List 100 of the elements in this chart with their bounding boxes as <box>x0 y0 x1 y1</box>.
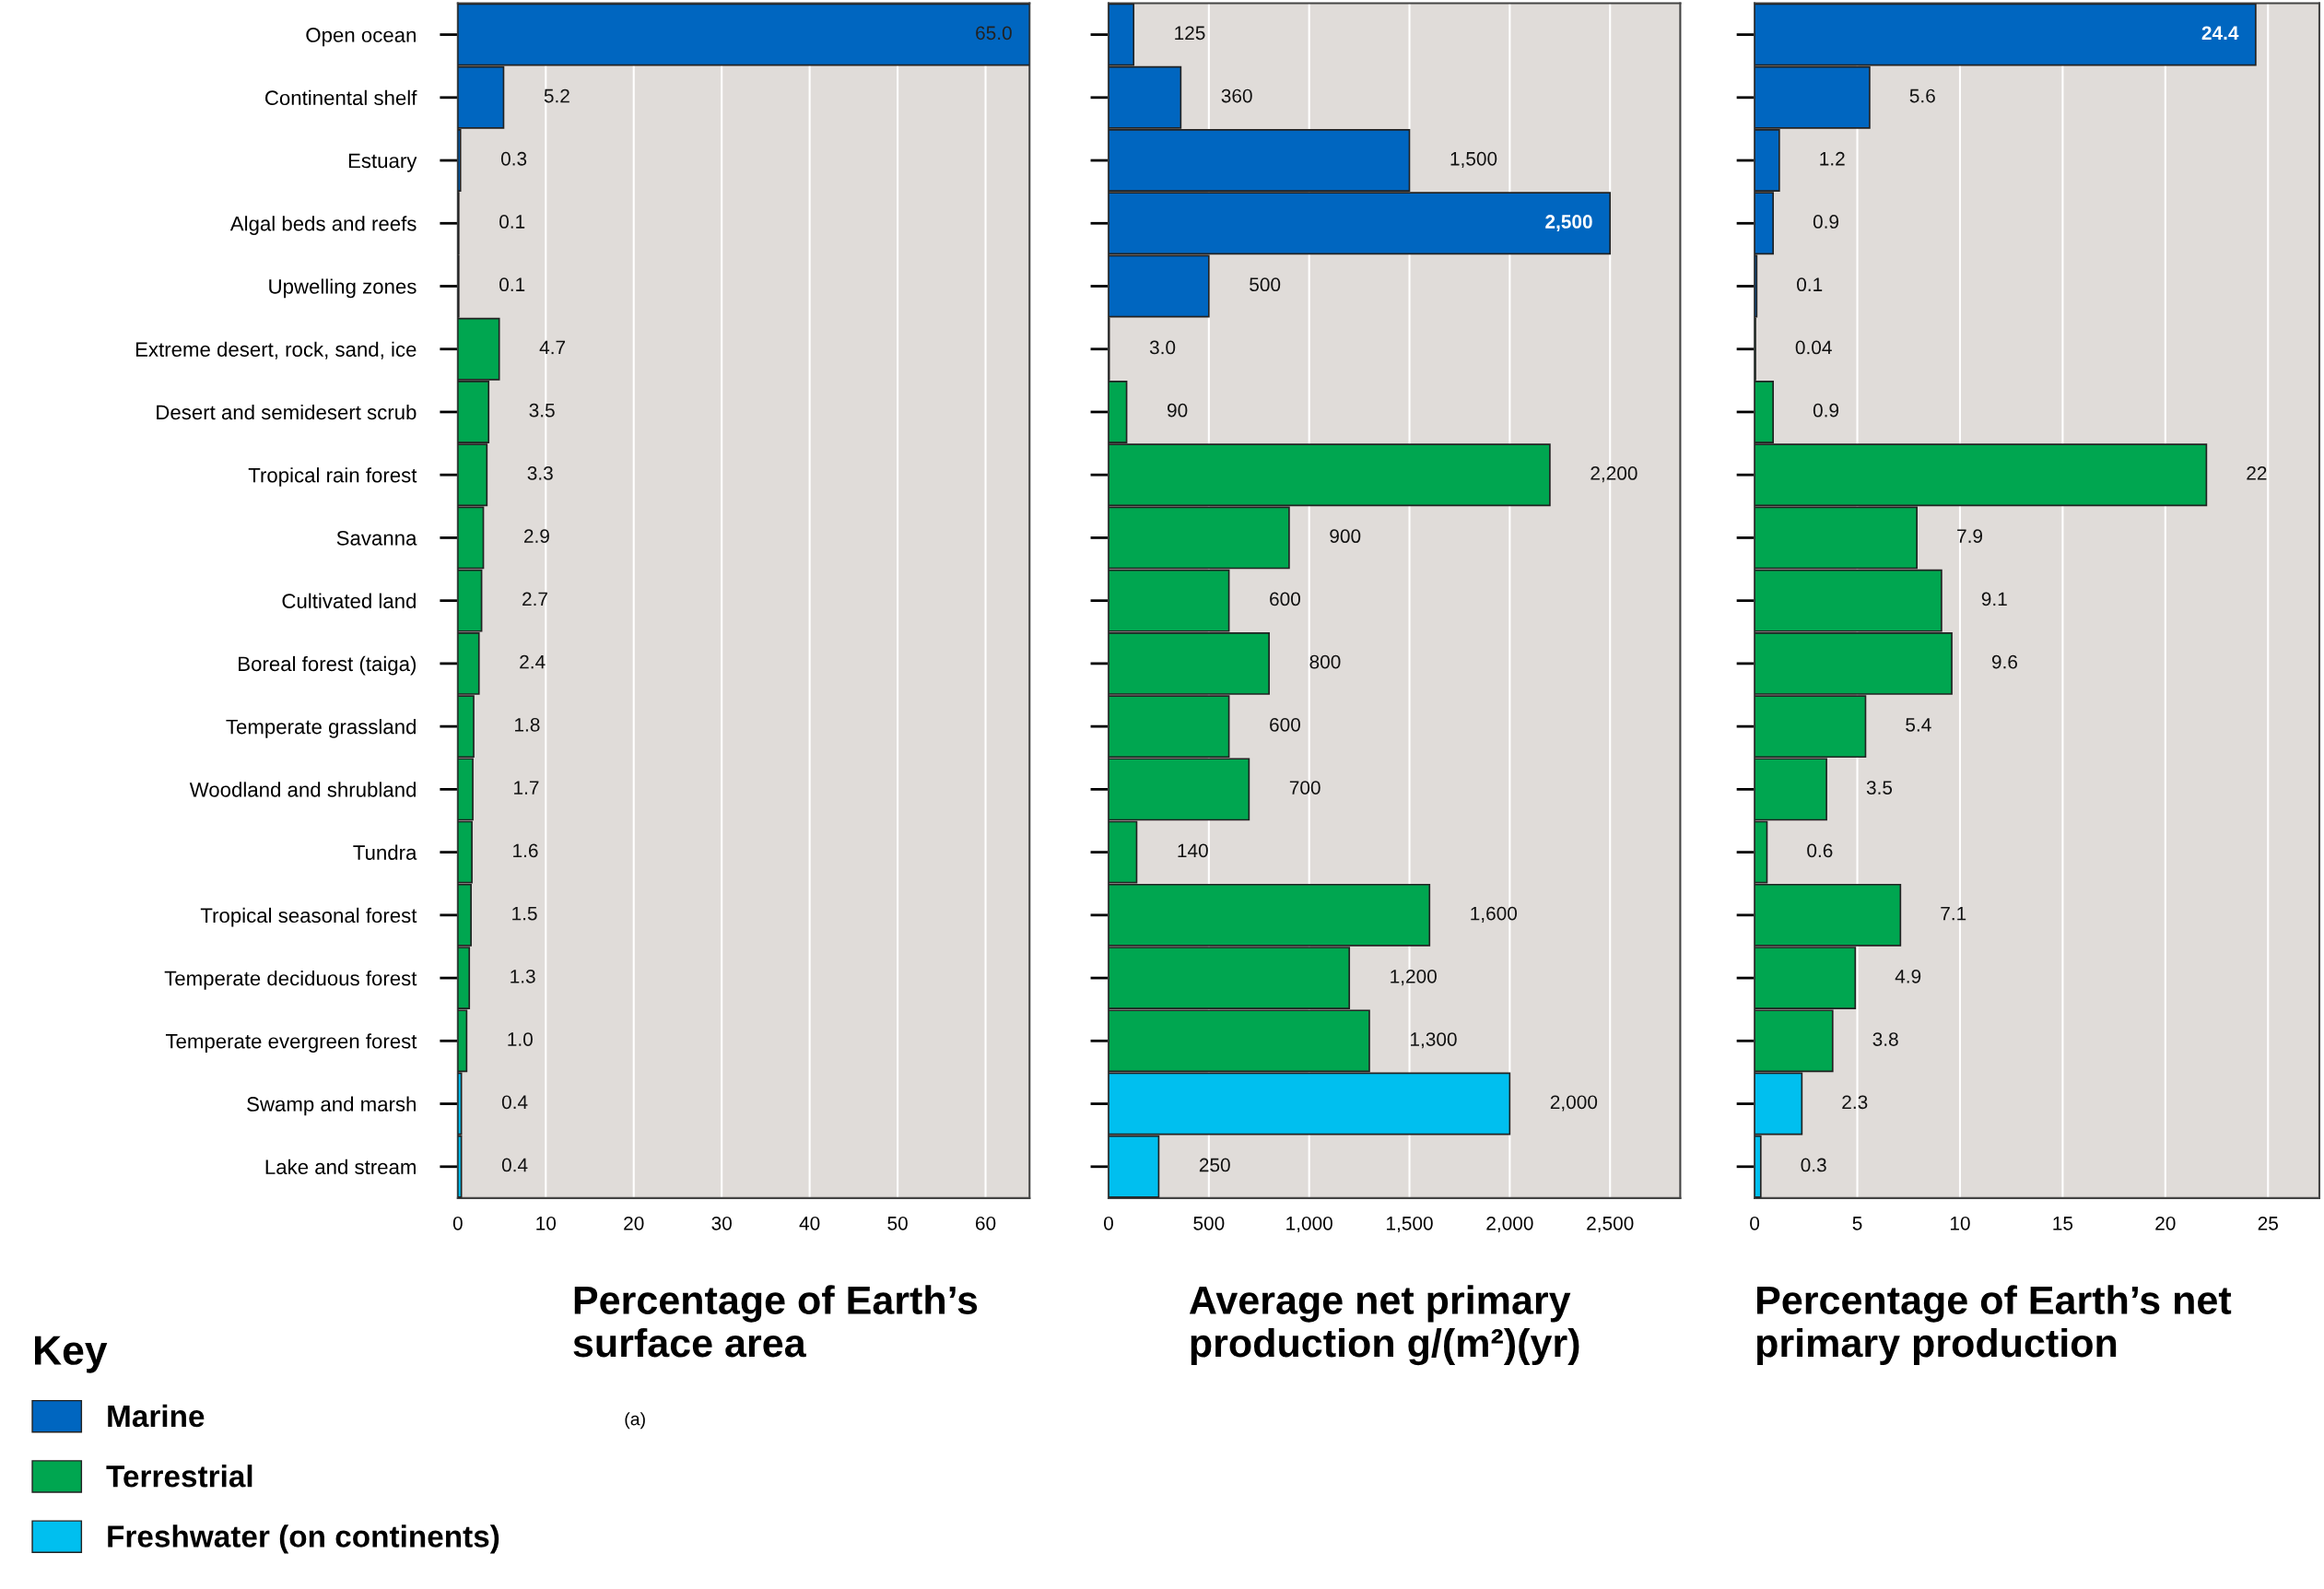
x-tick-label: 2,500 <box>1587 1216 1634 1233</box>
data-label: 2,200 <box>1590 466 1637 483</box>
x-tick-label: 1,000 <box>1286 1216 1332 1233</box>
legend-label: Freshwater (on continents) <box>108 1524 499 1554</box>
x-tick-label: 0 <box>1750 1216 1760 1230</box>
x-axis-title: Percentage of Earth’s surface area <box>573 1285 978 1358</box>
data-label: 250 <box>1199 1158 1230 1172</box>
data-label: 0.1 <box>499 277 525 292</box>
y-tick-label: Woodland and shrubland <box>189 782 416 797</box>
data-label: 1,300 <box>1411 1032 1457 1049</box>
data-label: 0.4 <box>501 1158 528 1172</box>
y-tick-label: Tundra <box>353 844 417 860</box>
data-label: 3.0 <box>1149 340 1176 355</box>
data-label: 1.5 <box>512 906 537 921</box>
y-tick-label: Continental shelf <box>264 89 417 106</box>
data-label: 2,500 <box>1545 215 1592 231</box>
y-tick-label: Temperate deciduous forest <box>164 971 417 990</box>
x-tick-label: 5 <box>1852 1217 1862 1230</box>
x-tick-label: 1,500 <box>1387 1216 1433 1233</box>
x-axis-title: Average net primary production g/(m²)(yr) <box>1189 1285 1579 1366</box>
x-tick-label: 25 <box>2258 1216 2278 1230</box>
y-tick-label: Upwelling zones <box>269 278 417 299</box>
data-label: 7.1 <box>1941 906 1966 921</box>
data-label: 22 <box>2247 466 2267 480</box>
data-label: 1.0 <box>508 1032 533 1046</box>
data-label: 1,500 <box>1450 151 1497 169</box>
data-label: 600 <box>1270 717 1300 732</box>
data-label: 3.8 <box>1872 1032 1898 1046</box>
data-label: 600 <box>1270 592 1300 606</box>
data-label: 0.6 <box>1807 843 1833 858</box>
data-label: 360 <box>1221 88 1252 103</box>
data-label: 4.9 <box>1895 969 1921 983</box>
x-tick-label: 60 <box>975 1216 996 1230</box>
data-label: 0.3 <box>500 151 527 166</box>
data-label: 2.9 <box>523 529 549 544</box>
y-tick-label: Boreal forest (taiga) <box>239 655 417 676</box>
x-tick-label: 15 <box>2053 1217 2073 1230</box>
data-label: 1.6 <box>513 843 538 858</box>
y-tick-label: Savanna <box>336 530 417 546</box>
data-label: 3.3 <box>527 466 553 480</box>
data-label: 1.2 <box>1820 151 1845 166</box>
y-tick-label: Cultivated land <box>282 593 416 608</box>
y-tick-label: Extreme desert, rock, sand, ice <box>135 341 417 359</box>
data-label: 65.0 <box>976 26 1012 41</box>
data-label: 4.7 <box>539 340 566 355</box>
data-label: 0.1 <box>499 215 525 229</box>
y-tick-label: Swamp and marsh <box>247 1096 416 1116</box>
data-label: 0.04 <box>1795 340 1832 355</box>
x-tick-label: 40 <box>799 1216 820 1230</box>
data-label: 24.4 <box>2201 26 2239 40</box>
y-tick-label: Lake and stream <box>265 1159 416 1175</box>
data-label: 700 <box>1289 781 1320 794</box>
data-label: 0.9 <box>1813 215 1839 229</box>
data-label: 1,600 <box>1471 906 1518 923</box>
x-tick-label: 10 <box>536 1216 557 1230</box>
x-tick-label: 30 <box>711 1216 732 1230</box>
x-axis-title: Percentage of Earth’s net primary production <box>1756 1285 2232 1366</box>
x-tick-label: 0 <box>1104 1216 1113 1230</box>
data-label: 3.5 <box>1866 781 1893 794</box>
data-label: 90 <box>1167 403 1188 418</box>
data-label: 2.3 <box>1842 1095 1868 1110</box>
data-label: 900 <box>1330 529 1361 544</box>
y-tick-label: Open ocean <box>306 28 416 47</box>
data-label: 5.6 <box>1909 88 1935 103</box>
x-tick-label: 0 <box>452 1216 463 1230</box>
data-label: 1.7 <box>514 781 539 794</box>
data-label: 2,000 <box>1550 1095 1598 1112</box>
y-tick-label: Temperate grassland <box>226 719 416 738</box>
legend-label: Terrestrial <box>106 1465 252 1488</box>
x-tick-label: 10 <box>1950 1216 1970 1230</box>
legend-title: Key <box>35 1336 108 1373</box>
x-tick-label: 20 <box>2155 1216 2176 1230</box>
data-label: 140 <box>1178 843 1208 858</box>
data-label: 1.8 <box>515 717 540 732</box>
y-tick-label: Desert and semidesert scrub <box>157 404 417 420</box>
data-label: 5.2 <box>544 88 569 103</box>
y-tick-label: Algal beds and reefs <box>229 216 417 235</box>
data-label: 125 <box>1175 26 1205 41</box>
text: (a) <box>625 1412 645 1430</box>
y-tick-label: Estuary <box>348 153 417 172</box>
data-label: 9.6 <box>1991 654 2017 669</box>
x-tick-label: 20 <box>624 1216 644 1230</box>
data-label: 800 <box>1309 654 1341 669</box>
y-tick-label: Tropical rain forest <box>248 467 417 487</box>
data-label: 0.1 <box>1797 277 1823 292</box>
y-tick-label: Temperate evergreen forest <box>165 1033 417 1053</box>
data-label: 500 <box>1250 277 1281 292</box>
data-label: 3.5 <box>529 403 555 418</box>
y-tick-label: Tropical seasonal forest <box>200 907 417 927</box>
x-tick-label: 50 <box>887 1216 908 1230</box>
data-label: 7.9 <box>1957 529 1983 544</box>
legend-label: Marine <box>108 1404 205 1428</box>
data-label: 0.3 <box>1801 1158 1826 1172</box>
data-label: 5.4 <box>1906 718 1931 732</box>
data-label: 0.9 <box>1813 403 1839 418</box>
data-label: 9.1 <box>1981 592 2007 606</box>
data-label: 0.4 <box>501 1095 528 1110</box>
data-label: 1,200 <box>1391 969 1437 986</box>
data-label: 2.7 <box>522 592 547 606</box>
data-label: 1.3 <box>511 969 535 983</box>
